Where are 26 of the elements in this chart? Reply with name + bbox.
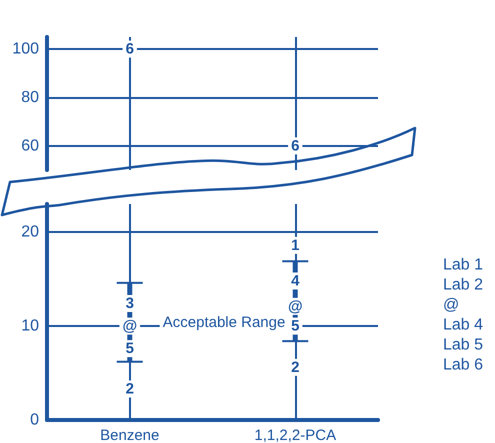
y-tick-label: 0 xyxy=(30,412,40,428)
series-label: Acceptable Range xyxy=(162,314,286,331)
y-tick-label: 60 xyxy=(21,137,40,154)
text: Lab 6 xyxy=(443,356,484,374)
y-tick-label: 20 xyxy=(21,224,40,241)
annotation: 5 xyxy=(126,340,134,358)
text: Lab 2 xyxy=(443,276,484,294)
annotation: @ xyxy=(288,298,303,315)
x-tick-label: 1,1,2,2-PCA xyxy=(254,427,336,443)
annotation: @ xyxy=(122,318,138,335)
text: Lab 5 xyxy=(443,336,484,354)
y-tick-label: 100 xyxy=(12,40,40,58)
y-tick-label: 10 xyxy=(21,318,40,335)
text: Lab 4 xyxy=(443,316,484,334)
annotation: 1 xyxy=(291,236,300,254)
annotation: 2 xyxy=(291,358,300,376)
annotation: 6 xyxy=(126,40,134,58)
y-tick-label: 80 xyxy=(21,88,40,106)
annotation: 3 xyxy=(126,295,134,312)
x-tick-label: Benzene xyxy=(100,427,160,443)
annotation: 2 xyxy=(126,380,134,398)
annotation: 6 xyxy=(291,137,300,154)
text: @ xyxy=(443,296,460,314)
text: Lab 1 xyxy=(443,256,484,274)
annotation: 4 xyxy=(291,272,300,290)
annotation: 5 xyxy=(291,318,300,335)
